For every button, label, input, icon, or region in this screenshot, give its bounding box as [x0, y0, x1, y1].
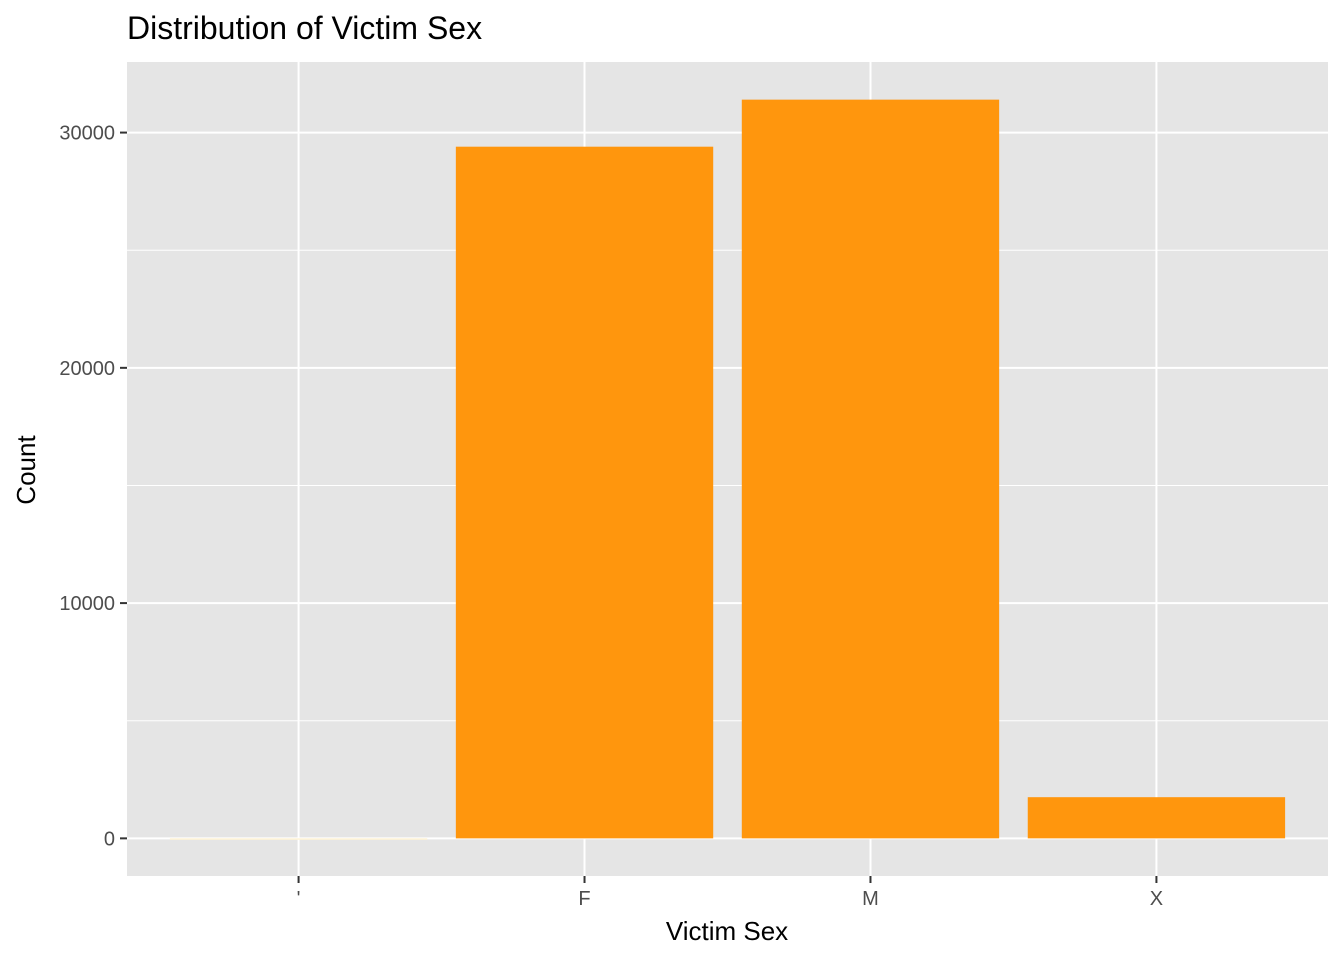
x-tick-label: X	[1150, 888, 1163, 910]
y-axis: 0 10000 20000 30000	[59, 123, 127, 850]
y-tick-label: 10000	[59, 593, 115, 615]
bars	[169, 99, 1286, 840]
bar-m	[741, 99, 1000, 839]
y-tick-label: 30000	[59, 123, 115, 145]
y-tick-label: 20000	[59, 358, 115, 380]
bar-f	[455, 146, 714, 839]
bar-blank	[169, 838, 428, 840]
plot-panel	[127, 62, 1328, 876]
minor-gridlines	[127, 249, 1328, 722]
x-axis: ' F M X	[297, 876, 1163, 910]
y-tick-label: 0	[104, 828, 115, 850]
x-tick-label: M	[862, 888, 879, 910]
y-axis-title: Count	[11, 435, 41, 505]
x-tick-label: '	[297, 888, 301, 910]
bar-x	[1027, 797, 1286, 839]
chart-title: Distribution of Victim Sex	[127, 10, 482, 46]
x-tick-label: F	[578, 888, 590, 910]
x-axis-title: Victim Sex	[666, 916, 788, 946]
